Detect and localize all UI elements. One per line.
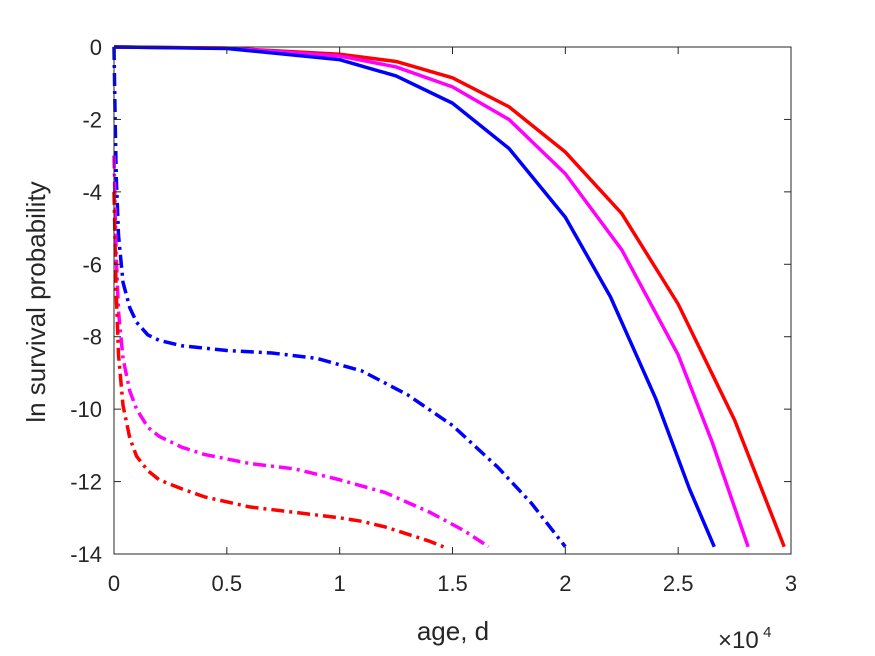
y-tick-label: -10	[70, 397, 102, 422]
y-tick-label: -2	[82, 107, 102, 132]
y-axis-label: ln survival probability	[21, 181, 51, 422]
series-line-5	[112, 155, 490, 549]
series-line-4	[112, 46, 567, 548]
x-axis-exponent-power: 4	[763, 624, 771, 641]
y-axis-ticks: 0 -2 -4 -6 -8 -10 -12 -14	[70, 35, 791, 567]
x-tick-label: 1	[334, 571, 346, 596]
series-line-6	[112, 191, 445, 549]
y-tick-label: 0	[90, 35, 102, 60]
y-tick-label: -14	[70, 542, 102, 567]
x-tick-label: 2	[559, 571, 571, 596]
x-tick-label: 3	[785, 571, 797, 596]
x-axis-exponent: ×10 4	[718, 624, 772, 654]
x-axis-exponent-base: ×10	[718, 627, 759, 654]
series-line-2	[113, 45, 750, 548]
x-axis-label: age, d	[417, 616, 489, 646]
x-tick-label: 1.5	[437, 571, 468, 596]
x-tick-label: 0.5	[212, 571, 243, 596]
x-tick-label: 0	[108, 571, 120, 596]
x-axis-ticks: 0 0.5 1 1.5 2 2.5 3	[108, 47, 797, 596]
y-tick-label: -4	[82, 180, 102, 205]
y-tick-label: -6	[82, 252, 102, 277]
series-line-3	[113, 45, 716, 548]
x-tick-label: 2.5	[663, 571, 694, 596]
y-tick-label: -12	[70, 470, 102, 495]
series-layer	[112, 45, 786, 549]
y-tick-label: -8	[82, 325, 102, 350]
